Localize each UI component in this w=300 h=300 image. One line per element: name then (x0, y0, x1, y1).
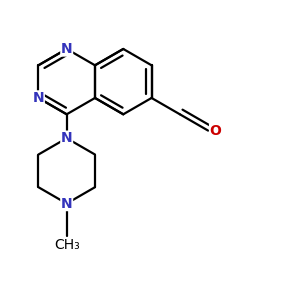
Text: N: N (33, 91, 44, 105)
Text: N: N (61, 196, 73, 211)
Text: N: N (61, 131, 73, 145)
Text: N: N (61, 42, 73, 56)
Text: O: O (210, 124, 221, 138)
Text: CH₃: CH₃ (54, 238, 80, 252)
